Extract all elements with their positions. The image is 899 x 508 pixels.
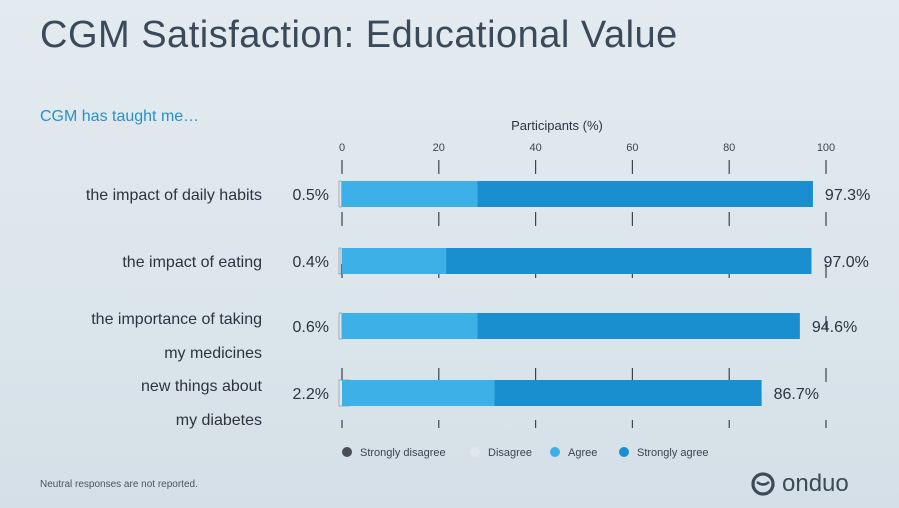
category-label-3-1: my diabetes <box>176 412 262 429</box>
bar-strongly-agree-0 <box>477 181 813 207</box>
slide-title: CGM Satisfaction: Educational Value <box>40 14 678 56</box>
onduo-logo: onduo <box>750 470 849 498</box>
category-label-3-0: new things about <box>141 378 263 395</box>
legend-label-strongly-disagree: Strongly disagree <box>360 447 446 459</box>
legend-label-agree: Agree <box>568 447 597 459</box>
disagree-value-label-3: 2.2% <box>293 386 329 403</box>
bar-agree-2 <box>342 313 478 339</box>
category-label-2-1: my medicines <box>164 345 262 362</box>
disagree-value-label-0: 0.5% <box>293 187 329 204</box>
disagree-value-label-2: 0.6% <box>293 319 329 336</box>
x-tick-label-60: 60 <box>626 142 638 154</box>
chart-bars <box>338 180 813 407</box>
bar-disagree-1 <box>338 247 342 275</box>
agree-total-label-1: 97.0% <box>823 254 868 271</box>
category-label-2-0: the importance of taking <box>91 311 262 328</box>
legend-swatch-agree <box>550 447 560 457</box>
legend-label-disagree: Disagree <box>488 447 532 459</box>
slide-subtitle: CGM has taught me… <box>40 108 200 125</box>
bar-agree-0 <box>342 181 478 207</box>
legend-swatch-disagree <box>470 447 480 457</box>
footnote: Neutral responses are not reported. <box>40 479 198 490</box>
bar-disagree-2 <box>338 312 343 340</box>
agree-total-label-0: 97.3% <box>825 187 870 204</box>
legend-label-strongly-agree: Strongly agree <box>637 447 709 459</box>
x-tick-label-20: 20 <box>433 142 445 154</box>
category-label-1-0: the impact of eating <box>122 254 262 271</box>
legend-swatch-strongly-agree <box>619 447 629 457</box>
bar-strongly-agree-1 <box>446 248 812 274</box>
legend-swatch-strongly-disagree <box>342 447 352 457</box>
bar-strongly-agree-3 <box>494 380 762 406</box>
x-tick-label-40: 40 <box>529 142 541 154</box>
x-tick-label-80: 80 <box>723 142 735 154</box>
bar-agree-1 <box>342 248 447 274</box>
onduo-logo-text: onduo <box>782 470 849 497</box>
onduo-logo-icon <box>751 472 775 496</box>
agree-total-label-3: 86.7% <box>774 386 819 403</box>
bar-disagree-0 <box>338 180 342 208</box>
bar-agree-3 <box>342 380 495 406</box>
chart-x-ticks: 0 20 40 60 80 100 <box>339 142 835 154</box>
chart-labels: the impact of daily habits 0.5% 97.3% the i… <box>86 187 870 429</box>
x-tick-label-100: 100 <box>817 142 835 154</box>
chart-legend: Strongly disagree Disagree Agree Strongly a… <box>342 447 709 459</box>
category-label-0-0: the impact of daily habits <box>86 187 262 204</box>
agree-total-label-2: 94.6% <box>812 319 857 336</box>
disagree-value-label-1: 0.4% <box>293 254 329 271</box>
x-axis-title: Participants (%) <box>511 118 603 133</box>
bar-strongly-agree-2 <box>477 313 800 339</box>
x-tick-label-0: 0 <box>339 142 345 154</box>
